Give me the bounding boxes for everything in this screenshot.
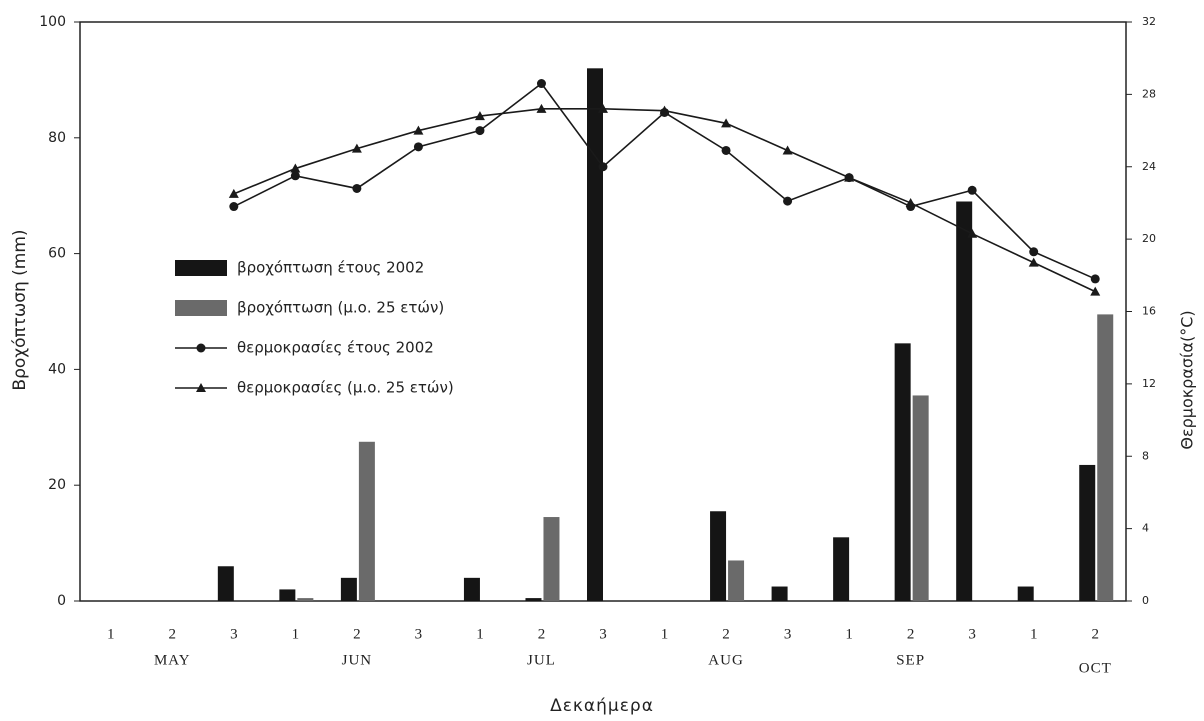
bar: [587, 68, 603, 601]
triangle-marker: [844, 172, 855, 182]
x-tick-label: 1: [1030, 626, 1038, 642]
bar: [340, 577, 357, 601]
circle-marker: [536, 79, 546, 89]
x-tick-label: 2: [169, 626, 177, 642]
circle-marker: [967, 185, 977, 195]
triangle-marker: [351, 143, 362, 153]
legend-swatch: [175, 300, 227, 316]
y2-tick-label: 28: [1142, 87, 1156, 100]
bar: [1097, 314, 1114, 601]
triangle-marker: [905, 197, 916, 207]
legend-swatch: [175, 260, 227, 276]
y-axis-label: Βροχόπτωση (mm): [10, 229, 30, 390]
x-tick-label: 2: [722, 626, 730, 642]
y-tick-label: 60: [48, 246, 66, 262]
x-tick-label: 3: [415, 626, 423, 642]
x-tick-label: 1: [845, 626, 853, 642]
bar: [463, 577, 480, 601]
bar: [279, 589, 296, 601]
x-tick-label: 2: [353, 626, 361, 642]
triangle-marker: [598, 103, 608, 113]
legend-label: βροχόπτωση (μ.ο. 25 ετών): [237, 299, 444, 317]
y2-tick-label: 24: [1142, 160, 1156, 173]
month-label: AUG: [708, 652, 744, 668]
bar: [1017, 586, 1034, 601]
bar: [956, 201, 973, 602]
y2-tick-label: 32: [1142, 15, 1156, 28]
x-tick-label: 3: [230, 626, 238, 642]
circle-marker: [1029, 247, 1039, 257]
legend-label: θερμοκρασίες (μ.ο. 25 ετών): [237, 379, 454, 397]
triangle-marker: [1028, 257, 1039, 267]
x-tick-label: 2: [538, 626, 546, 642]
y-tick-label: 40: [48, 361, 66, 377]
triangle-marker: [536, 103, 547, 113]
y2-tick-label: 4: [1142, 522, 1149, 535]
circle-marker: [783, 196, 793, 206]
y2-tick-label: 8: [1142, 449, 1149, 462]
month-label: JUN: [342, 652, 373, 668]
triangle-marker: [413, 125, 424, 135]
circle-marker: [1090, 274, 1100, 284]
month-label: OCT: [1079, 660, 1112, 676]
bar: [525, 598, 542, 601]
bar: [771, 586, 788, 601]
y-tick-label: 80: [48, 130, 66, 146]
x-tick-label: 1: [476, 626, 484, 642]
bar: [833, 537, 850, 601]
y2-tick-label: 20: [1142, 232, 1156, 245]
month-label: SEP: [896, 652, 925, 668]
y-tick-label: 0: [57, 593, 66, 609]
circle-marker: [475, 126, 485, 136]
bar: [297, 598, 314, 601]
triangle-marker: [1090, 286, 1101, 296]
triangle-marker: [290, 163, 301, 173]
legend-marker: [196, 343, 206, 353]
circle-marker: [598, 162, 608, 172]
bar: [894, 343, 911, 601]
month-label: JUL: [527, 652, 556, 668]
bar: [728, 560, 745, 601]
x-tick-label: 3: [784, 626, 792, 642]
bar: [710, 511, 727, 601]
legend-label: βροχόπτωση έτους 2002: [237, 259, 424, 277]
bar: [217, 566, 234, 601]
circle-marker: [352, 183, 362, 193]
legend-marker: [196, 383, 206, 392]
circle-marker: [229, 202, 239, 212]
triangle-marker: [228, 188, 239, 198]
legend-label: θερμοκρασίες έτους 2002: [237, 339, 434, 357]
y2-tick-label: 0: [1142, 594, 1149, 607]
x-tick-label: 1: [292, 626, 300, 642]
circle-marker: [413, 142, 423, 152]
y-tick-label: 100: [39, 14, 66, 30]
x-tick-label: 1: [661, 626, 669, 642]
triangle-marker: [474, 111, 485, 121]
x-tick-label: 3: [599, 626, 607, 642]
x-tick-label: 1: [107, 626, 115, 642]
x-axis-label: Δεκαήμερα: [550, 696, 654, 716]
y2-tick-label: 16: [1142, 305, 1156, 318]
x-tick-label: 2: [1091, 626, 1099, 642]
y2-axis-label: Θερμοκρασία(°C): [1178, 310, 1197, 449]
triangle-marker: [659, 105, 670, 115]
bar: [358, 441, 375, 601]
x-tick-label: 3: [968, 626, 976, 642]
triangle-marker: [721, 118, 732, 128]
month-label: MAY: [154, 652, 191, 668]
circle-marker: [290, 171, 300, 181]
x-tick-label: 2: [907, 626, 915, 642]
circle-marker: [721, 145, 731, 155]
y2-tick-label: 12: [1142, 377, 1156, 390]
triangle-marker: [782, 145, 793, 155]
y-tick-label: 20: [48, 477, 66, 493]
triangle-marker: [967, 228, 978, 238]
bar: [912, 395, 929, 601]
bar: [1079, 464, 1096, 601]
bar: [543, 517, 560, 601]
